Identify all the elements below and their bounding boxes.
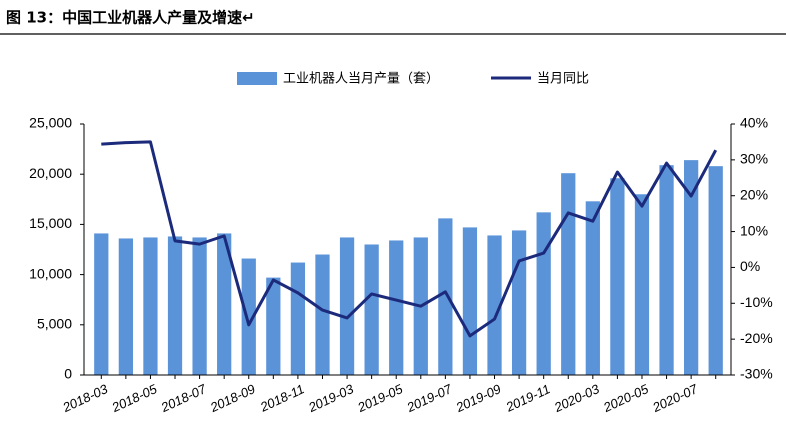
bar xyxy=(94,233,109,375)
x-tick-label: 2019-07 xyxy=(404,381,455,416)
bar xyxy=(487,235,502,375)
bar xyxy=(610,178,625,375)
bar xyxy=(585,201,600,375)
bar xyxy=(266,277,281,375)
legend-swatch xyxy=(237,72,277,85)
x-tick-label: 2019-09 xyxy=(453,381,503,415)
legend-label: 工业机器人当月产量（套） xyxy=(283,71,439,87)
x-tick-label: 2019-11 xyxy=(503,381,553,415)
y2-tick-label: 20% xyxy=(740,186,768,202)
line xyxy=(101,140,718,338)
y-tick-label: 25,000 xyxy=(29,115,72,131)
y2-tick-label: 30% xyxy=(740,151,768,167)
x-tick-label: 2019-03 xyxy=(305,381,356,416)
bar xyxy=(389,240,404,375)
x-tick-label: 2019-05 xyxy=(354,381,405,416)
bar xyxy=(659,165,674,375)
bar xyxy=(511,230,527,375)
x-tick-label: 2020-05 xyxy=(600,381,651,416)
chart-title: 图 13：中国工业机器人产量及增速↵ xyxy=(6,9,255,27)
bar xyxy=(438,218,453,375)
x-tick-label: 2020-07 xyxy=(649,381,700,416)
x-tick-label: 2018-07 xyxy=(158,381,209,416)
bar xyxy=(536,212,551,375)
bar xyxy=(561,173,576,375)
y2-tick-label: 0% xyxy=(740,258,760,274)
x-tick-label: 2018-03 xyxy=(60,381,111,416)
x-tick-label: 2018-05 xyxy=(109,381,160,416)
bar xyxy=(684,160,699,375)
bar xyxy=(217,233,232,375)
y-tick-label: 10,000 xyxy=(29,265,72,281)
y2-tick-label: 40% xyxy=(740,115,768,131)
bar xyxy=(167,236,183,375)
bar xyxy=(192,237,207,375)
y-tick-label: 15,000 xyxy=(29,215,72,231)
bar xyxy=(364,244,379,375)
bar xyxy=(708,166,723,375)
bar xyxy=(339,237,355,375)
y2-tick-label: -10% xyxy=(740,294,773,310)
bar xyxy=(315,254,330,375)
bar xyxy=(290,262,306,375)
bar xyxy=(143,237,158,375)
legend-label: 当月同比 xyxy=(537,72,589,87)
bar xyxy=(634,194,650,375)
y-tick-label: 5,000 xyxy=(37,316,72,332)
x-tick-label: 2018-11 xyxy=(257,381,307,415)
y-tick-label: 20,000 xyxy=(29,165,72,181)
x-tick-label: 2018-09 xyxy=(207,381,257,415)
legend-item: 当月同比 xyxy=(491,72,589,87)
bar xyxy=(462,227,478,375)
y2-tick-label: -30% xyxy=(740,366,773,382)
legend-item: 工业机器人当月产量（套） xyxy=(237,71,439,87)
bar xyxy=(118,238,133,375)
bar xyxy=(241,258,256,375)
y2-tick-label: -20% xyxy=(740,330,773,346)
y2-tick-label: 10% xyxy=(740,222,768,238)
y-tick-label: 0 xyxy=(64,366,72,382)
x-tick-label: 2020-03 xyxy=(551,381,602,416)
